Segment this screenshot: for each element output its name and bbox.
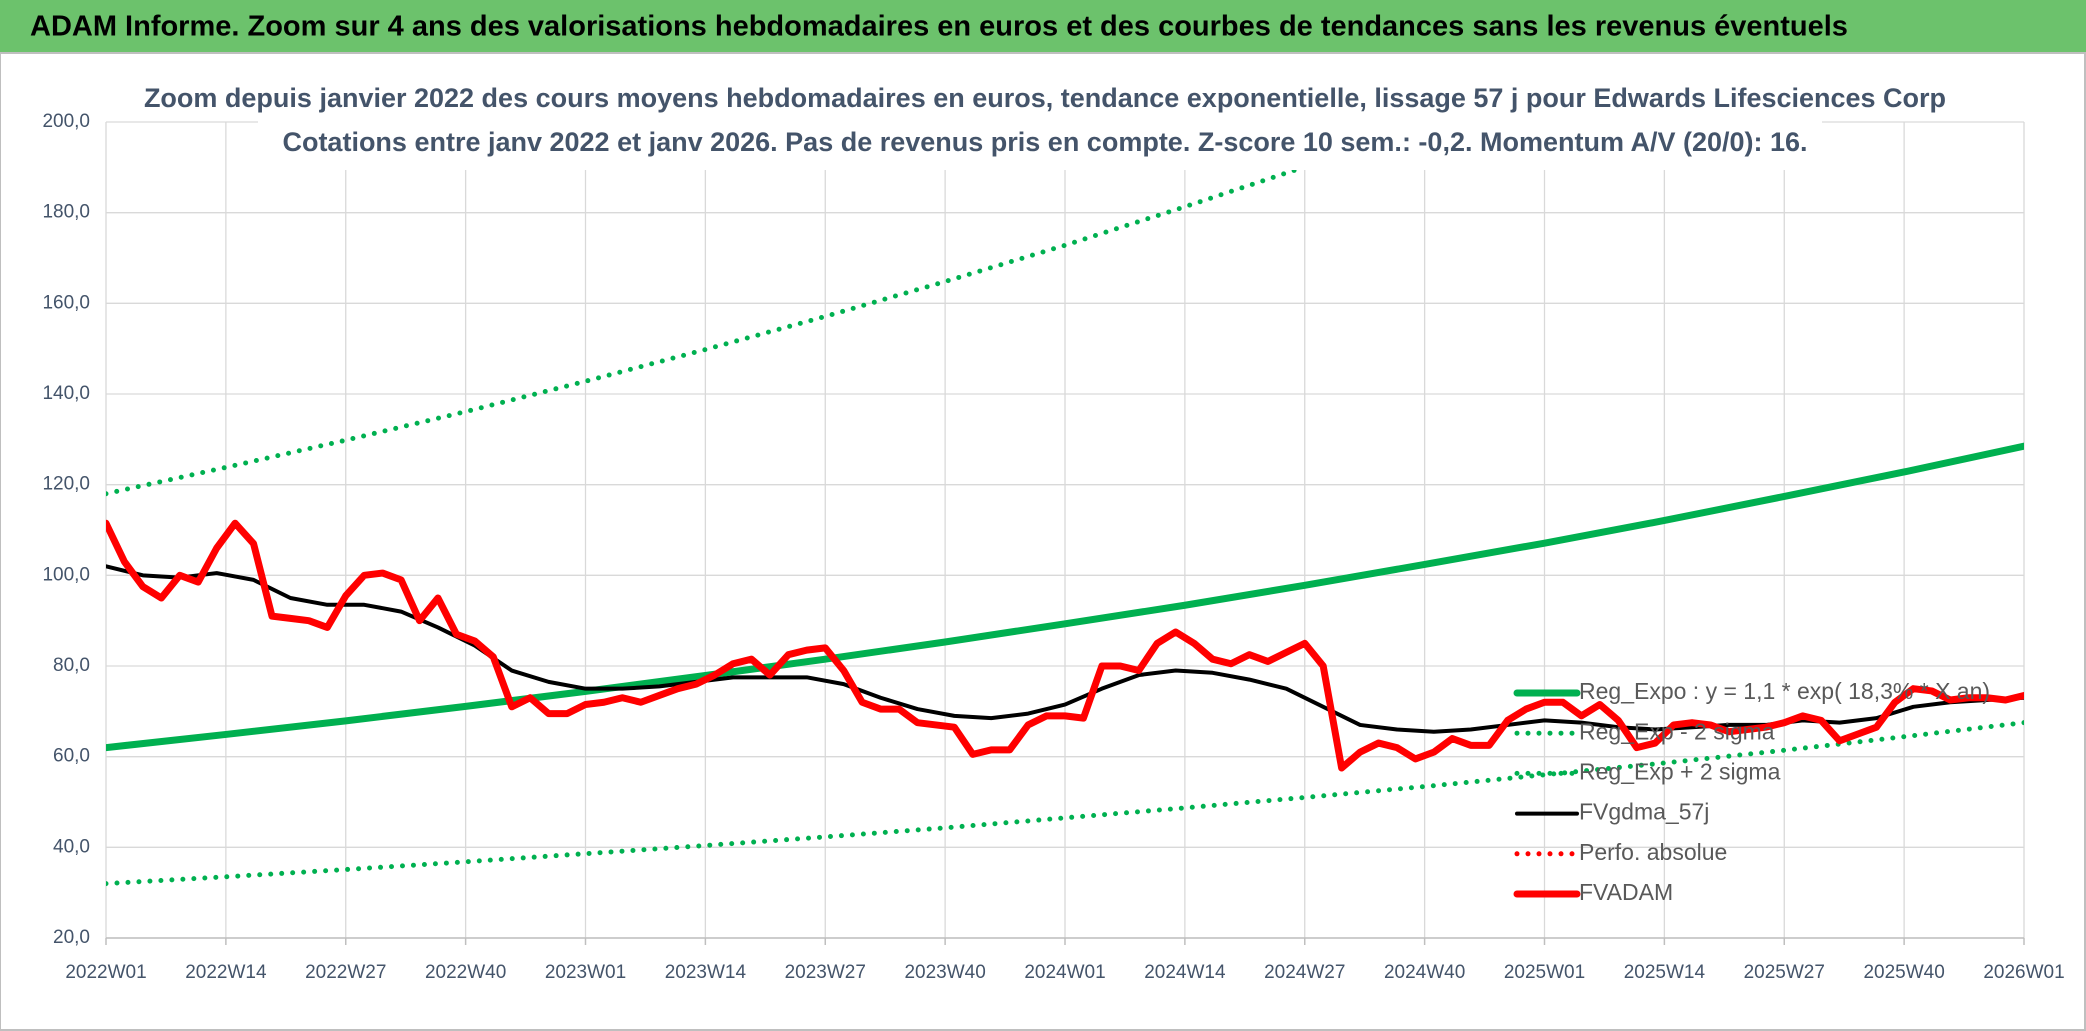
y-tick-label: 140,0 <box>42 383 90 404</box>
legend-label: Reg_Exp + 2 sigma <box>1579 758 1781 784</box>
x-tick-label: 2025W27 <box>1744 962 1825 983</box>
x-tick-label: 2022W01 <box>65 962 146 983</box>
x-tick-label: 2025W01 <box>1504 962 1585 983</box>
header-bar <box>0 0 2086 53</box>
legend-label: FVADAM <box>1579 879 1673 905</box>
chart-title: Zoom depuis janvier 2022 des cours moyen… <box>144 83 1946 113</box>
legend-label: FVgdma_57j <box>1579 799 1709 825</box>
y-tick-label: 200,0 <box>42 111 90 132</box>
y-tick-label: 160,0 <box>42 292 90 313</box>
y-tick-label: 60,0 <box>53 746 90 767</box>
x-tick-label: 2023W40 <box>904 962 985 983</box>
x-tick-label: 2022W27 <box>305 962 386 983</box>
series-line <box>106 720 2024 887</box>
x-tick-label: 2025W40 <box>1863 962 1944 983</box>
x-tick-label: 2025W14 <box>1624 962 1706 983</box>
x-tick-label: 2024W01 <box>1024 962 1105 983</box>
legend-label: Reg_Expo : y = 1,1 * exp( 18,3% * X an) <box>1579 678 1990 704</box>
series-line <box>106 519 2024 772</box>
y-tick-label: 40,0 <box>53 836 90 857</box>
title-backdrop <box>258 78 1822 170</box>
y-tick-label: 100,0 <box>42 564 90 585</box>
x-tick-label: 2023W01 <box>545 962 626 983</box>
x-tick-label: 2024W14 <box>1144 962 1226 983</box>
x-tick-label: 2023W14 <box>665 962 747 983</box>
x-tick-label: 2022W14 <box>185 962 267 983</box>
x-tick-label: 2024W27 <box>1264 962 1345 983</box>
header-title: ADAM Informe. Zoom sur 4 ans des valoris… <box>30 11 1848 43</box>
chart-subtitle: Cotations entre janv 2022 et janv 2026. … <box>282 127 1807 157</box>
legend-label: Perfo. absolue <box>1579 839 1727 865</box>
y-tick-label: 120,0 <box>42 474 90 495</box>
y-tick-label: 180,0 <box>42 202 90 223</box>
series-line <box>106 442 2024 752</box>
x-tick-label: 2024W40 <box>1384 962 1465 983</box>
legend-label: Reg_Exp - 2 sigma <box>1579 718 1775 744</box>
y-tick-label: 20,0 <box>53 927 90 948</box>
chart-frame <box>0 52 2086 1031</box>
x-tick-label: 2026W01 <box>1983 962 2064 983</box>
x-tick-label: 2022W40 <box>425 962 506 983</box>
series-line <box>106 122 1440 497</box>
y-tick-label: 80,0 <box>53 655 90 676</box>
x-tick-label: 2023W27 <box>785 962 866 983</box>
